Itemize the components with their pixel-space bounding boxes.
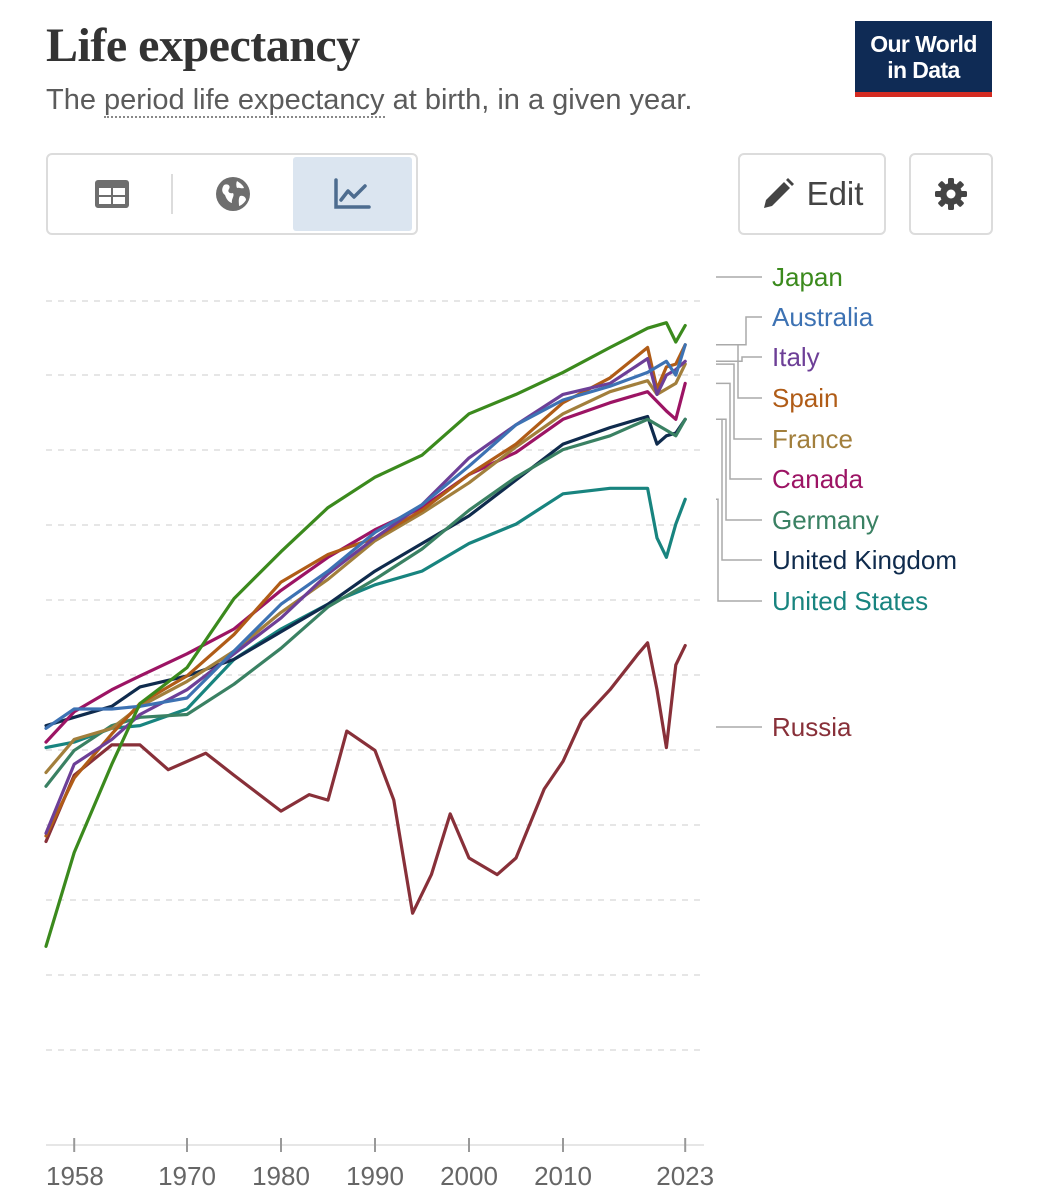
- x-tick-label-2010: 2010: [534, 1161, 592, 1191]
- connector-united-states: [716, 498, 762, 602]
- subtitle-suffix: at birth, in a given year.: [384, 84, 693, 116]
- connector-germany: [716, 418, 762, 521]
- tab-divider: [171, 174, 174, 214]
- series-line-canada: [44, 381, 687, 744]
- connector-italy: [716, 356, 762, 363]
- chart-subtitle: The period life expectancy at birth, in …: [46, 84, 693, 118]
- edit-button[interactable]: Edit: [738, 153, 886, 235]
- connector-united-kingdom: [716, 418, 762, 561]
- legend-label-japan: Japan: [772, 262, 843, 292]
- legend-label-united-states: United States: [772, 586, 928, 616]
- x-tick-label-1970: 1970: [158, 1161, 216, 1191]
- subtitle-term-link[interactable]: period life expectancy: [104, 84, 385, 118]
- legend-label-italy: Italy: [772, 342, 820, 372]
- line-chart: 1958 1970 1980 1990 2000 2010 2023 Japan Austra…: [44, 262, 957, 1191]
- legend-label-united-kingdom: United Kingdom: [772, 545, 957, 575]
- x-tick-label-2023: 2023: [656, 1161, 714, 1191]
- x-tick-label-2000: 2000: [440, 1161, 498, 1191]
- chart-title: Life expectancy: [46, 19, 360, 72]
- gridlines: [46, 300, 704, 1051]
- connector-canada: [716, 382, 762, 480]
- legend-label-spain: Spain: [772, 383, 839, 413]
- connector-france: [716, 363, 762, 440]
- legend-label-russia: Russia: [772, 712, 852, 742]
- series-line-italy: [44, 357, 687, 835]
- series-lines: [44, 321, 687, 948]
- legend-label-australia: Australia: [772, 302, 874, 332]
- series-line-australia: [44, 343, 687, 730]
- logo-line-1: Our World: [870, 31, 977, 57]
- series-line-germany: [44, 417, 687, 788]
- tab-table[interactable]: [52, 157, 171, 231]
- pencil-icon: [763, 178, 794, 208]
- x-tick-label-1958: 1958: [46, 1161, 104, 1191]
- legend-labels: Japan Australia Italy Spain France Canada Germ…: [772, 262, 957, 742]
- table-icon: [94, 180, 129, 208]
- tab-chart[interactable]: [292, 157, 413, 231]
- tab-map[interactable]: [173, 157, 292, 231]
- x-axis: 1958 1970 1980 1990 2000 2010 2023: [46, 1138, 714, 1191]
- series-line-united-states: [44, 486, 687, 750]
- globe-icon: [216, 177, 250, 211]
- edit-button-label: Edit: [806, 175, 864, 212]
- view-tabs: [46, 153, 418, 235]
- legend-label-canada: Canada: [772, 464, 864, 494]
- line-chart-icon: [334, 178, 372, 209]
- connector-spain: [716, 344, 762, 399]
- legend-label-france: France: [772, 424, 853, 454]
- legend-label-germany: Germany: [772, 505, 879, 535]
- subtitle-prefix: The: [46, 84, 105, 116]
- legend-connectors: [716, 276, 762, 728]
- gear-icon: [935, 178, 967, 210]
- connector-australia: [716, 316, 762, 346]
- series-line-united-kingdom: [44, 414, 687, 728]
- settings-button[interactable]: [909, 153, 993, 235]
- series-line-japan: [44, 321, 687, 948]
- owid-logo[interactable]: Our World in Data: [855, 21, 992, 97]
- series-line-russia: [44, 641, 687, 915]
- x-tick-label-1980: 1980: [252, 1161, 310, 1191]
- x-tick-label-1990: 1990: [346, 1161, 404, 1191]
- logo-line-2: in Data: [887, 57, 960, 83]
